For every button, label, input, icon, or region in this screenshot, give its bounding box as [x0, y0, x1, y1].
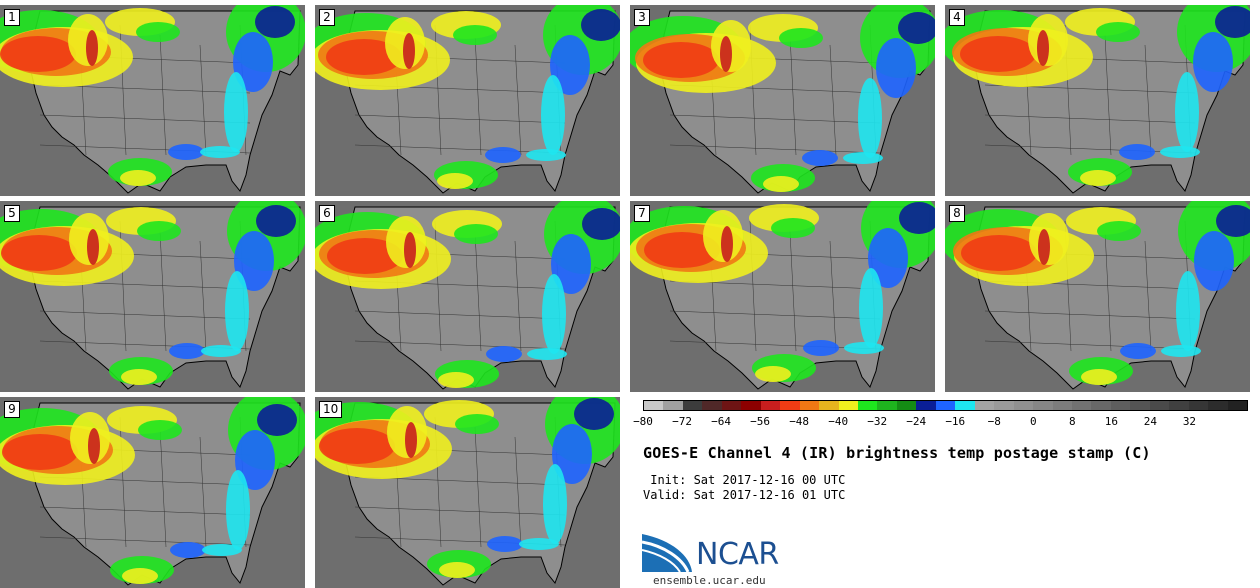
colorbar-tick-label: 0 [1030, 415, 1037, 428]
member-number: 2 [319, 9, 335, 26]
ncar-wordmark: NCAR [696, 537, 779, 572]
colorbar-tick-label: −32 [867, 415, 888, 428]
colorbar-swatch [1227, 401, 1248, 410]
colorbar-swatch [721, 401, 742, 410]
ensemble-member-panel: 7 [630, 201, 935, 392]
member-number: 8 [949, 205, 965, 222]
ensemble-member-panel: 6 [315, 201, 620, 392]
colorbar-tick-label: −56 [750, 415, 771, 428]
colorbar-swatch [760, 401, 781, 410]
member-number: 6 [319, 205, 335, 222]
colorbar-swatch [877, 401, 897, 410]
colorbar-tick-label: −72 [672, 415, 692, 428]
colorbar-tick-label: −80 [633, 415, 653, 428]
ensemble-member-panel: 8 [945, 201, 1250, 392]
colorbar-tick-label: 32 [1182, 415, 1197, 428]
ensemble-member-panel: 1 [0, 5, 305, 196]
figure-title: GOES-E Channel 4 (IR) brightness temp po… [643, 444, 1151, 462]
colorbar-swatch [857, 401, 878, 410]
member-number: 7 [634, 205, 650, 222]
ensemble-member-panel: 5 [0, 201, 305, 392]
colorbar-swatch [1091, 401, 1111, 410]
colorbar-tick-label: −48 [789, 415, 810, 428]
colorbar-swatch [1052, 401, 1072, 410]
colorbar-swatch [994, 401, 1014, 410]
colorbar-swatch [1033, 401, 1053, 410]
colorbar-tick-label: −8 [987, 415, 1001, 428]
ensemble-member-panel: 10 [315, 397, 620, 588]
colorbar-tick-label: 24 [1143, 415, 1158, 428]
colorbar-swatch [1149, 401, 1170, 410]
colorbar-tick-label: 8 [1069, 415, 1076, 428]
ensemble-member-panel: 3 [630, 5, 935, 196]
colorbar-swatch [819, 401, 839, 410]
temperature-colorbar [643, 400, 1248, 411]
colorbar-swatch [838, 401, 858, 410]
colorbar-swatch [974, 401, 995, 410]
colorbar-swatch [896, 401, 917, 410]
colorbar-tick-label: −64 [711, 415, 731, 428]
colorbar-swatch [663, 401, 683, 410]
colorbar-swatch [780, 401, 800, 410]
colorbar-swatch [955, 401, 975, 410]
member-number: 4 [949, 9, 965, 26]
colorbar-tick-label: −24 [906, 415, 927, 428]
init-time: Init: Sat 2017-12-16 00 UTC [643, 473, 846, 487]
member-number: 1 [4, 9, 20, 26]
member-number: 10 [319, 401, 343, 418]
colorbar-swatch [682, 401, 703, 410]
ncar-logo-icon [642, 534, 692, 573]
ensemble-member-panel: 9 [0, 397, 305, 588]
colorbar-swatch [702, 401, 722, 410]
colorbar-swatch [799, 401, 820, 410]
colorbar-swatch [1188, 401, 1209, 410]
colorbar-swatch [1130, 401, 1150, 410]
colorbar-swatch [1013, 401, 1034, 410]
colorbar-swatch [741, 401, 761, 410]
colorbar-swatch [1169, 401, 1189, 410]
colorbar-swatch [1208, 401, 1228, 410]
site-url: ensemble.ucar.edu [653, 574, 766, 587]
member-number: 3 [634, 9, 650, 26]
valid-time: Valid: Sat 2017-12-16 01 UTC [643, 488, 846, 502]
colorbar-swatch [1110, 401, 1131, 410]
ensemble-member-panel: 2 [315, 5, 620, 196]
member-number: 9 [4, 401, 20, 418]
colorbar-swatch [916, 401, 936, 410]
colorbar-tick-label: 16 [1104, 415, 1118, 428]
colorbar-tick-label: −16 [945, 415, 966, 428]
colorbar-tick-label: −40 [828, 415, 849, 428]
colorbar-swatch [935, 401, 956, 410]
member-number: 5 [4, 205, 20, 222]
colorbar-swatch [1071, 401, 1092, 410]
ensemble-member-panel: 4 [945, 5, 1250, 196]
colorbar-swatch [644, 401, 664, 410]
